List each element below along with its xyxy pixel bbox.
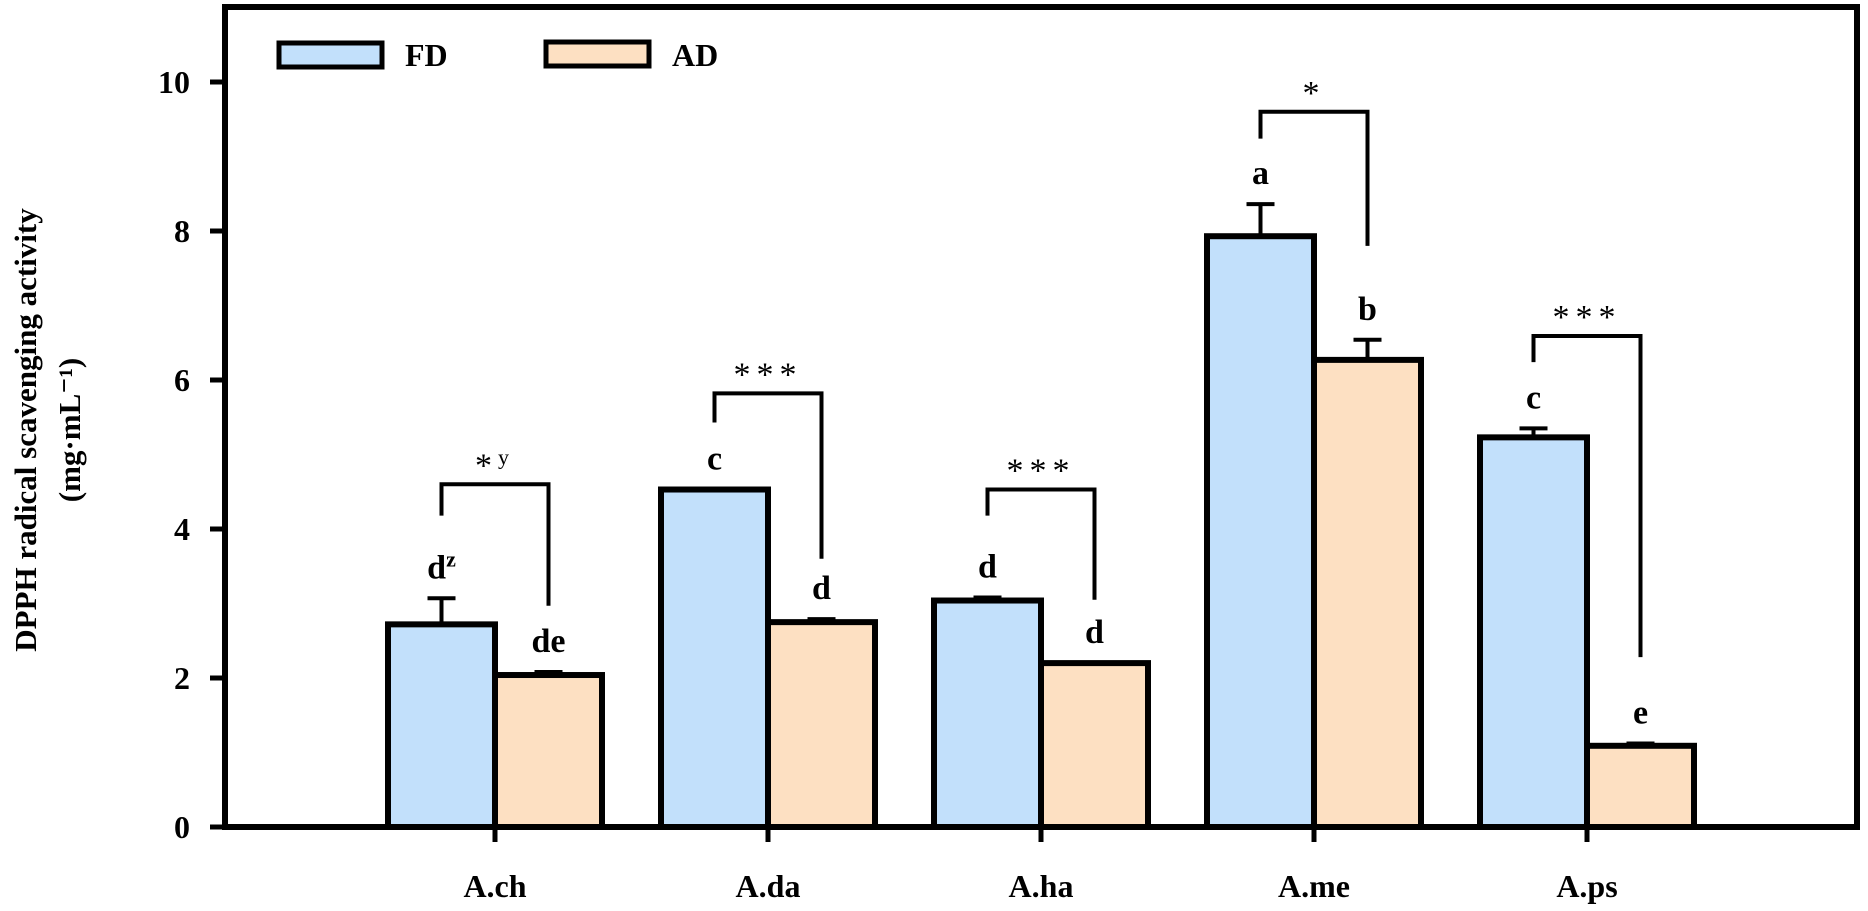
y-tick-label: 2	[174, 660, 190, 696]
x-tick-label: A.me	[1278, 868, 1350, 904]
significance-stars: *y	[475, 444, 515, 484]
y-axis-label: DPPH radical scavenging activity	[8, 208, 43, 652]
y-tick-label: 0	[174, 809, 190, 845]
x-tick-label: A.da	[736, 868, 801, 904]
bar-ad	[1038, 660, 1151, 830]
bar-ad	[765, 619, 878, 830]
bar-fd	[658, 486, 771, 830]
legend-label-fd: FD	[405, 37, 448, 73]
significance-letter: e	[1633, 695, 1648, 732]
bar-fd	[931, 597, 1044, 831]
significance-letter: de	[532, 623, 566, 660]
significance-letter: d	[812, 570, 831, 607]
significance-stars: *	[1303, 75, 1326, 112]
legend: FD AD	[276, 37, 718, 73]
y-tick-label: 10	[158, 64, 190, 100]
significance-bracket	[1258, 109, 1370, 246]
significance-stars: ***	[734, 356, 803, 393]
y-tick-label: 8	[174, 213, 190, 249]
significance-letter: c	[1526, 379, 1541, 416]
y-tick-label: 6	[174, 362, 190, 398]
stars-superscript: y	[498, 444, 515, 469]
significance-bracket	[1531, 334, 1643, 658]
legend-label-ad: AD	[672, 37, 718, 73]
bar-fd	[1477, 434, 1590, 830]
bar-fd	[1204, 233, 1317, 830]
y-tick-label: 4	[174, 511, 190, 547]
bar-fd	[385, 621, 498, 830]
bar-ad	[1311, 356, 1424, 830]
significance-letter: dz	[427, 546, 456, 586]
significance-stars: ***	[1553, 299, 1622, 336]
bar-ad	[1584, 742, 1697, 830]
x-tick-label: A.ps	[1556, 868, 1617, 904]
y-axis-units: (mg·mL⁻¹)	[52, 358, 87, 502]
bar-ad	[492, 672, 605, 831]
significance-letter: a	[1252, 155, 1269, 192]
plot-frame	[222, 4, 1860, 830]
legend-swatch-ad	[543, 39, 652, 69]
significance-letter: b	[1358, 291, 1377, 328]
significance-letter: c	[707, 441, 722, 478]
x-tick-label: A.ch	[463, 868, 526, 904]
significance-bracket	[439, 482, 551, 606]
x-tick-label: A.ha	[1009, 868, 1074, 904]
legend-swatch-fd	[276, 40, 385, 70]
significance-bracket	[985, 487, 1097, 600]
letter-superscript: z	[446, 546, 456, 571]
significance-letter: d	[978, 549, 997, 586]
significance-letter: d	[1085, 614, 1104, 651]
significance-bracket	[712, 391, 824, 559]
significance-stars: ***	[1007, 453, 1076, 490]
